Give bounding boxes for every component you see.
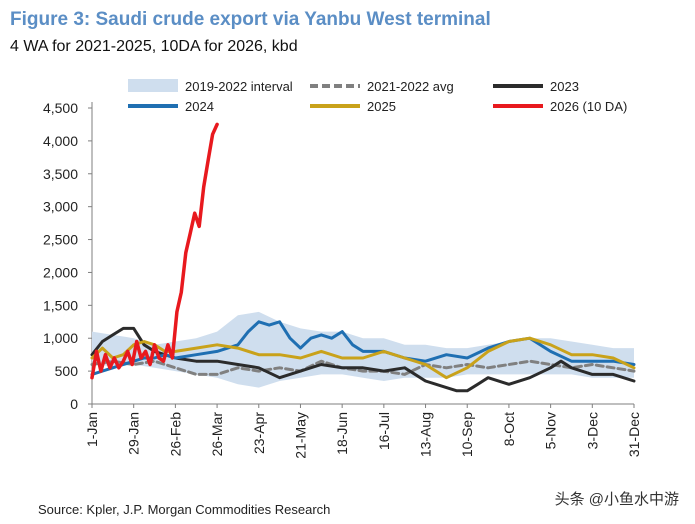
x-tick-label: 16-Jul — [376, 412, 392, 450]
x-tick-label: 3-Dec — [584, 412, 600, 449]
x-tick-label: 5-Nov — [543, 412, 559, 449]
watermark: 头条 @小鱼水中游 — [550, 487, 683, 510]
legend-label: 2019-2022 interval — [185, 79, 293, 94]
series-line-2023 — [90, 326, 636, 393]
series-line-2026-10-da — [90, 122, 219, 380]
legend: 2019-2022 interval 2021-2022 avg 2023 2024 2… — [128, 79, 627, 114]
plot-area — [90, 122, 636, 393]
y-tick-label: 4,500 — [43, 100, 78, 116]
chart-title: Figure 3: Saudi crude export via Yanbu W… — [10, 9, 491, 30]
y-tick-label: 1,000 — [43, 330, 78, 346]
y-tick-label: 2,500 — [43, 232, 78, 248]
x-tick-label: 31-Dec — [626, 412, 642, 457]
x-tick-label: 26-Mar — [209, 412, 225, 457]
legend-label: 2026 (10 DA) — [550, 99, 627, 114]
y-tick-label: 2,000 — [43, 264, 78, 280]
series-line-2021-2022-avg — [90, 359, 636, 376]
x-tick-label: 10-Sep — [459, 412, 475, 457]
y-tick-label: 3,500 — [43, 166, 78, 182]
y-tick-label: 3,000 — [43, 199, 78, 215]
legend-swatch — [128, 79, 178, 92]
x-tick-label: 21-May — [292, 412, 308, 459]
legend-label: 2023 — [550, 79, 579, 94]
y-tick-label: 500 — [55, 363, 79, 379]
chart-subtitle: 4 WA for 2021-2025, 10DA for 2026, kbd — [10, 38, 298, 55]
legend-label: 2021-2022 avg — [367, 79, 454, 94]
x-tick-label: 1-Jan — [84, 412, 100, 447]
legend-label: 2025 — [367, 99, 396, 114]
y-tick-label: 1,500 — [43, 297, 78, 313]
series-line-2025 — [90, 336, 636, 380]
y-tick-label: 0 — [70, 396, 78, 412]
x-tick-label: 13-Aug — [418, 412, 434, 457]
y-tick-label: 4,000 — [43, 133, 78, 149]
source-note: Source: Kpler, J.P. Morgan Commodities R… — [38, 502, 331, 517]
x-tick-label: 8-Oct — [501, 412, 517, 446]
x-tick-label: 18-Jun — [334, 412, 350, 455]
x-tick-label: 23-Apr — [251, 412, 267, 454]
x-tick-label: 26-Feb — [167, 412, 183, 457]
x-tick-label: 29-Jan — [126, 412, 142, 455]
axis-ticks: 0 500 1,000 1,500 2,000 2,500 3,000 3,500 4,000 4… — [43, 100, 642, 459]
legend-label: 2024 — [185, 99, 214, 114]
